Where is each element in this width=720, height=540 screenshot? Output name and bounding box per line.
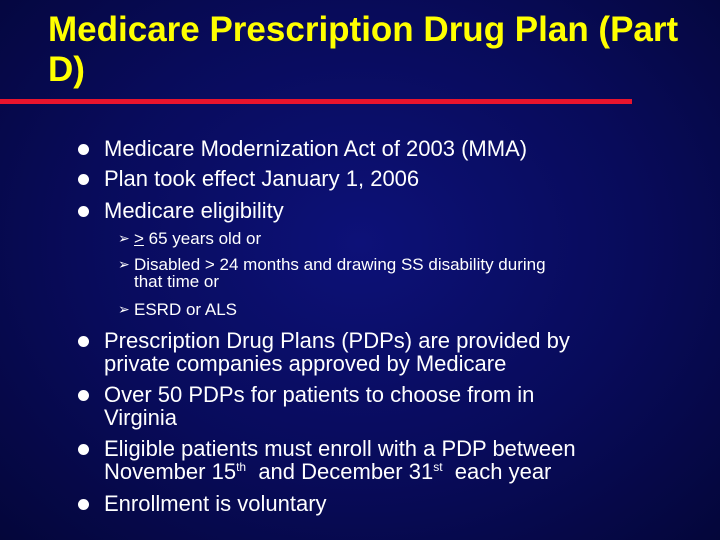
round-bullet-icon [78, 336, 89, 347]
greater-or-equal-symbol: > [134, 229, 144, 248]
disabled-line2: that time or [134, 272, 220, 291]
bullet-text: Medicare Modernization Act of 2003 (MMA) [104, 136, 528, 161]
round-bullet-icon [78, 144, 89, 155]
arrowhead-bullet-icon: ➢ [118, 230, 130, 246]
ordinal-st: st [433, 460, 443, 474]
round-bullet-icon [78, 499, 89, 510]
sub-bullet-text: ESRD or ALS [134, 300, 237, 319]
bullet-text: Enrollment is voluntary [104, 491, 327, 516]
sub-bullet-text: > 65 years old or [134, 230, 634, 247]
age-text: 65 years old or [143, 229, 262, 248]
arrowhead-bullet-icon: ➢ [118, 256, 130, 272]
round-bullet-icon [78, 206, 89, 217]
slide-title-line2: D) [48, 50, 85, 89]
disabled-line1: Disabled > 24 months and drawing SS disa… [134, 255, 546, 274]
slide-title-line1: Medicare Prescription Drug Plan (Part [48, 10, 679, 49]
enroll-line1: Eligible patients must enroll with a PDP… [104, 436, 576, 461]
over50-line2: Virginia [104, 405, 177, 430]
arrowhead-bullet-icon: ➢ [118, 301, 130, 317]
over50-line1: Over 50 PDPs for patients to choose from… [104, 382, 535, 407]
title-underline-rule [0, 99, 632, 104]
round-bullet-icon [78, 444, 89, 455]
enroll-line2c: each year [442, 459, 552, 484]
slide-title: Medicare Prescription Drug Plan (Part D) [48, 10, 720, 90]
pdps-line2: private companies approved by Medicare [104, 351, 507, 376]
round-bullet-icon [78, 390, 89, 401]
enroll-line2a: November 15 [104, 459, 237, 484]
bullet-text: Prescription Drug Plans (PDPs) are provi… [104, 329, 644, 375]
sub-bullet-text: Disabled > 24 months and drawing SS disa… [134, 256, 634, 290]
round-bullet-icon [78, 174, 89, 185]
ordinal-th: th [236, 460, 247, 474]
bullet-text: Plan took effect January 1, 2006 [104, 166, 420, 191]
bullet-text: Over 50 PDPs for patients to choose from… [104, 383, 644, 429]
bullet-text: Medicare eligibility [104, 198, 284, 223]
bullet-text: Eligible patients must enroll with a PDP… [104, 437, 644, 483]
enroll-line2b: and December 31 [246, 459, 434, 484]
pdps-line1: Prescription Drug Plans (PDPs) are provi… [104, 328, 570, 353]
